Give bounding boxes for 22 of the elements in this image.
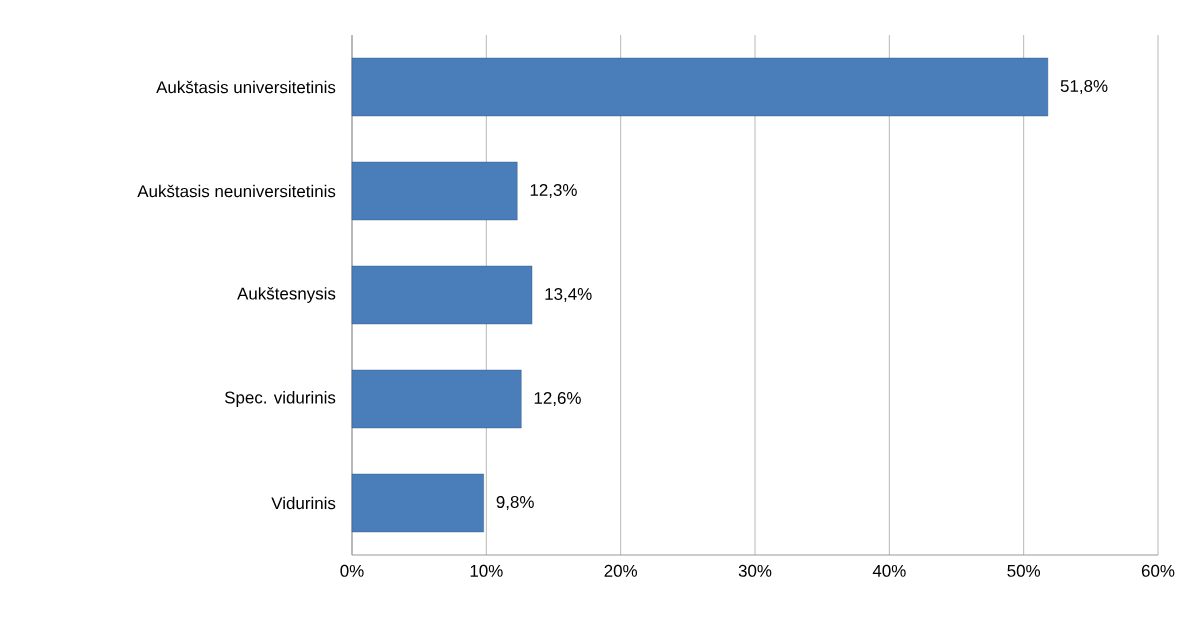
y-tick-label: Aukštesnysis — [237, 287, 336, 303]
x-tick-label: 60% — [1141, 564, 1175, 577]
data-label: 9,8% — [496, 496, 534, 511]
bar — [351, 369, 522, 429]
data-label: 51,8% — [1060, 80, 1108, 94]
y-tick-label: Aukštasis universitetinis — [156, 80, 336, 94]
x-tick-label: 30% — [738, 564, 772, 577]
y-tick-label: Spec. vidurinis — [224, 391, 336, 407]
x-tick-label: 20% — [604, 564, 638, 577]
x-tick-label: 40% — [872, 564, 906, 577]
bar — [351, 473, 484, 533]
data-label: 12,6% — [534, 392, 581, 407]
x-tick-label: 10% — [470, 564, 503, 577]
bar — [351, 57, 1049, 117]
bar — [351, 265, 533, 325]
x-tick-label: 50% — [1007, 564, 1041, 577]
y-tick-label: Vidurinis — [271, 496, 336, 510]
x-tick-label: 0% — [340, 564, 364, 577]
bar — [351, 161, 518, 221]
data-label: 13,4% — [545, 288, 592, 302]
data-label: 12,3% — [530, 184, 577, 198]
y-tick-label: Aukštasis neuniversitetinis — [137, 184, 336, 198]
